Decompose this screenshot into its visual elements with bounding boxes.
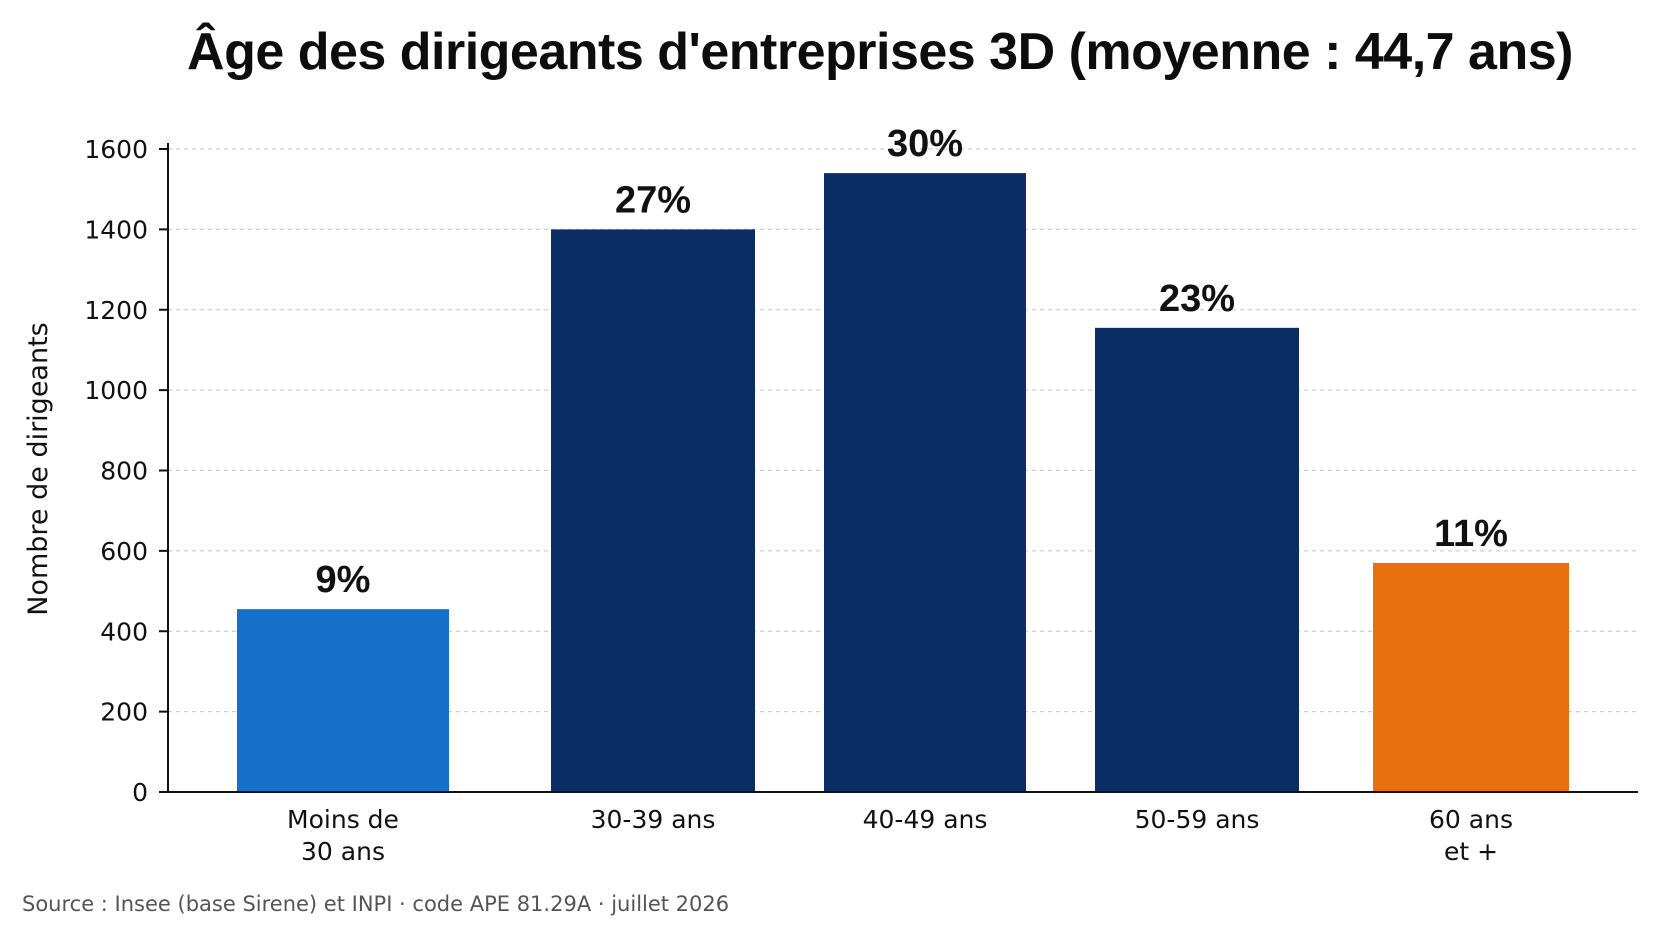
source-note: Source : Insee (base Sirene) et INPI · c… — [22, 892, 730, 916]
data-label: 11% — [1434, 513, 1508, 555]
axes: 0 200 400 600 800 1000 1200 1400 1600 Nombre de d… — [23, 135, 1638, 807]
x-category-label: 60 ans — [1429, 805, 1513, 834]
x-category-label: Moins de — [287, 805, 399, 834]
y-tick-label: 1200 — [84, 296, 148, 325]
data-label: 30% — [887, 123, 963, 165]
y-tick-label: 800 — [100, 457, 148, 486]
chart-title: Âge des dirigeants d'entreprises 3D (moy… — [187, 23, 1573, 81]
y-tick-label: 600 — [100, 537, 148, 566]
x-category-label: 30 ans — [301, 837, 385, 866]
y-tick-label: 1000 — [84, 376, 148, 405]
x-category-label: 50-59 ans — [1135, 805, 1260, 834]
y-axis-title: Nombre de dirigeants — [23, 322, 54, 616]
data-label: 27% — [615, 179, 691, 221]
bar-1 — [237, 609, 449, 792]
y-tick-label: 400 — [100, 617, 148, 646]
data-label: 23% — [1159, 278, 1235, 320]
bar-4 — [1095, 327, 1299, 792]
bar-3 — [824, 173, 1026, 793]
x-category-label: 40-49 ans — [863, 805, 988, 834]
bar-5 — [1373, 562, 1569, 792]
y-tick-label: 200 — [100, 698, 148, 727]
data-label: 9% — [316, 559, 371, 601]
y-tick-label: 1400 — [84, 215, 148, 244]
bar-2 — [551, 229, 755, 792]
y-tick-label: 0 — [132, 778, 148, 807]
bars — [237, 173, 1569, 793]
x-category-label: 30-39 ans — [591, 805, 716, 834]
labels: 9% Moins de 30 ans 27% 30-39 ans 30% 40-49 ans… — [287, 123, 1513, 866]
y-tick-label: 1600 — [84, 135, 148, 164]
x-category-label: et + — [1444, 837, 1498, 866]
